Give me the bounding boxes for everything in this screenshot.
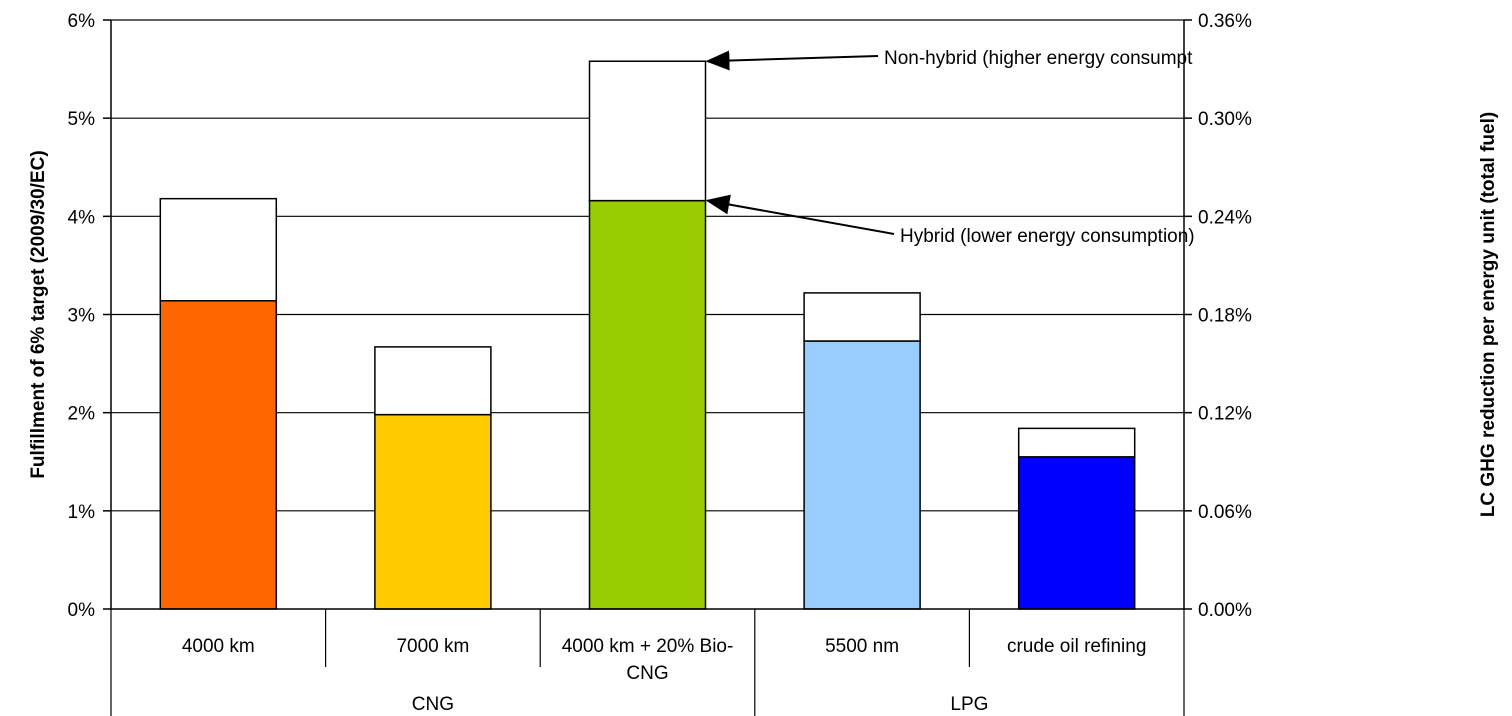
annotation-arrow [705,194,895,235]
x-category-label: CNG [626,663,668,684]
y-axis-title-left: Fulfillment of 6% target (2009/30/EC) [28,150,49,478]
y-tick-label-right: 0.24% [1198,207,1252,228]
bar-non-hybrid-increment [1017,427,1136,458]
y-tick-label-left: 1% [68,502,96,523]
bar-hybrid [588,199,707,610]
x-category-label: 5500 nm [825,636,899,657]
bar-non-hybrid-increment [374,346,492,416]
bar-hybrid [374,413,492,610]
x-category-label: 7000 km [396,636,469,657]
x-group-label: CNG [412,694,454,715]
y-tick-label-right: 0.36% [1198,11,1252,32]
y-tick-label-right: 0.06% [1198,502,1252,523]
y-tick-label-left: 4% [68,207,96,228]
y-tick-label-right: 0.12% [1198,404,1252,425]
bar-non-hybrid-increment [588,60,707,202]
bar-hybrid [159,300,278,610]
y-tick-label-right: 0.00% [1198,600,1252,621]
y-tick-label-left: 5% [68,109,96,130]
annotation-label: Hybrid (lower energy consumption) [900,226,1195,247]
y-axis-title-right: LC GHG reduction per energy unit (total … [1478,112,1499,517]
y-tick-label-right: 0.30% [1198,109,1252,130]
y-tick-label-left: 6% [68,11,96,32]
bar-hybrid [803,340,921,610]
bar-hybrid [1017,456,1136,610]
y-tick-label-right: 0.18% [1198,306,1252,327]
annotation-label: Non-hybrid (higher energy consumpt [884,48,1193,69]
bar-non-hybrid-increment [159,197,278,302]
annotation-arrow [705,50,879,71]
bar-non-hybrid-increment [803,292,921,342]
y-tick-label-left: 3% [68,306,96,327]
x-category-label: crude oil refining [1007,636,1146,657]
x-category-label: 4000 km [182,636,255,657]
y-tick-label-left: 2% [68,404,96,425]
x-category-label: 4000 km + 20% Bio- [562,636,734,657]
y-tick-label-left: 0% [68,600,96,621]
x-group-label: LPG [950,694,988,715]
